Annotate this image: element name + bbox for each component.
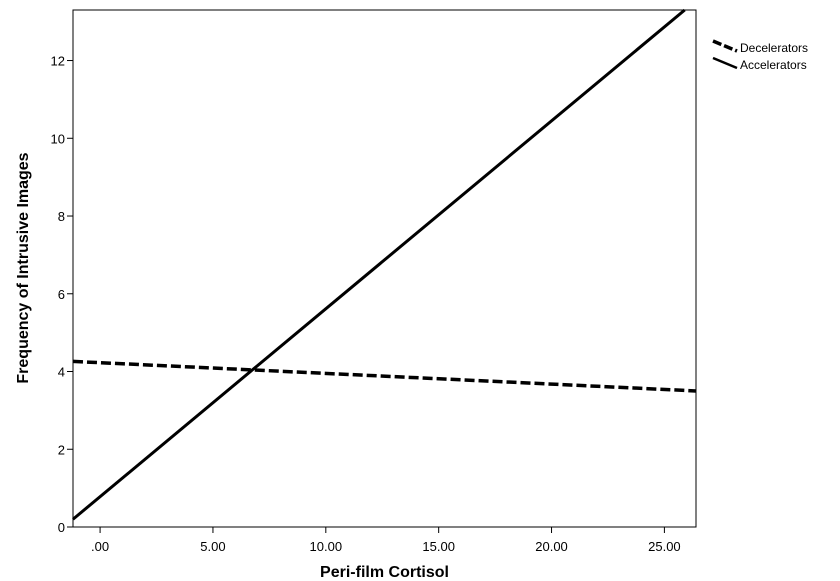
x-tick-label: .00 — [91, 539, 109, 554]
x-tick-label: 25.00 — [648, 539, 681, 554]
series-layer — [72, 8, 697, 521]
x-tick-label: 15.00 — [422, 539, 455, 554]
y-tick-label: 12 — [51, 54, 65, 69]
x-axis-title: Peri-film Cortisol — [320, 564, 449, 581]
y-tick-label: 10 — [51, 131, 65, 146]
y-tick-label: 4 — [58, 365, 65, 380]
x-tick-label: 10.00 — [310, 539, 343, 554]
y-tick-label: 6 — [58, 287, 65, 302]
legend-label-decelerators: Decelerators — [740, 41, 808, 55]
y-tick-label: 8 — [58, 209, 65, 224]
y-axis: 0 2 4 6 8 10 12 — [51, 54, 73, 535]
plot-frame — [72, 9, 697, 528]
legend-label-accelerators: Accelerators — [740, 58, 807, 72]
y-axis-title: Frequency of Intrusive Images — [15, 152, 32, 383]
x-tick-label: 5.00 — [200, 539, 225, 554]
legend-swatch-decelerators — [712, 39, 738, 53]
series-line-accelerators — [72, 8, 686, 521]
y-tick-label: 0 — [58, 520, 65, 535]
series-line-decelerators — [72, 359, 697, 393]
legend-swatch-accelerators — [712, 56, 738, 70]
x-axis: .00 5.00 10.00 15.00 20.00 25.00 — [91, 527, 681, 554]
legend: Decelerators Accelerators — [712, 39, 808, 72]
x-tick-label: 20.00 — [535, 539, 568, 554]
y-tick-label: 2 — [58, 442, 65, 457]
